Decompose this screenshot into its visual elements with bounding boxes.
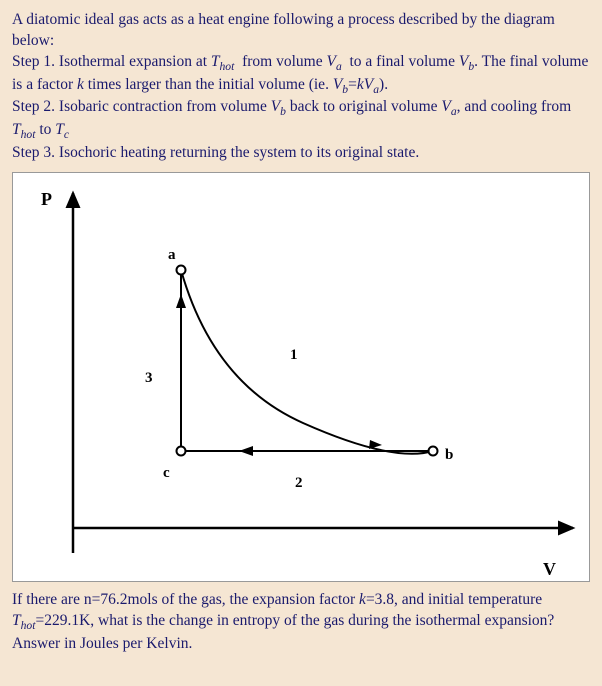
diagram-svg [13, 173, 591, 583]
pv-diagram: P V a b c 1 2 3 [12, 172, 590, 582]
intro: A diatomic ideal gas acts as a heat engi… [12, 11, 555, 49]
step3: Step 3. Isochoric heating returning the … [12, 144, 419, 161]
v-axis-label: V [543, 557, 556, 581]
label-b: b [445, 445, 453, 465]
question-text: If there are n=76.2mols of the gas, the … [12, 590, 590, 655]
curve-1-isothermal [181, 270, 433, 454]
p-axis-label: P [41, 187, 52, 211]
step2: Step 2. Isobaric contraction from volume… [12, 98, 571, 138]
label-a: a [168, 245, 176, 265]
label-2: 2 [295, 473, 303, 493]
arrow-3 [176, 294, 186, 308]
step1: Step 1. Isothermal expansion at Thot fro… [12, 53, 588, 93]
point-c [177, 446, 186, 455]
label-1: 1 [290, 345, 298, 365]
label-3: 3 [145, 368, 153, 388]
problem-text: A diatomic ideal gas acts as a heat engi… [12, 10, 590, 164]
point-a [177, 265, 186, 274]
point-b [429, 446, 438, 455]
label-c: c [163, 463, 170, 483]
arrow-1 [369, 440, 382, 449]
arrow-2 [239, 446, 253, 456]
